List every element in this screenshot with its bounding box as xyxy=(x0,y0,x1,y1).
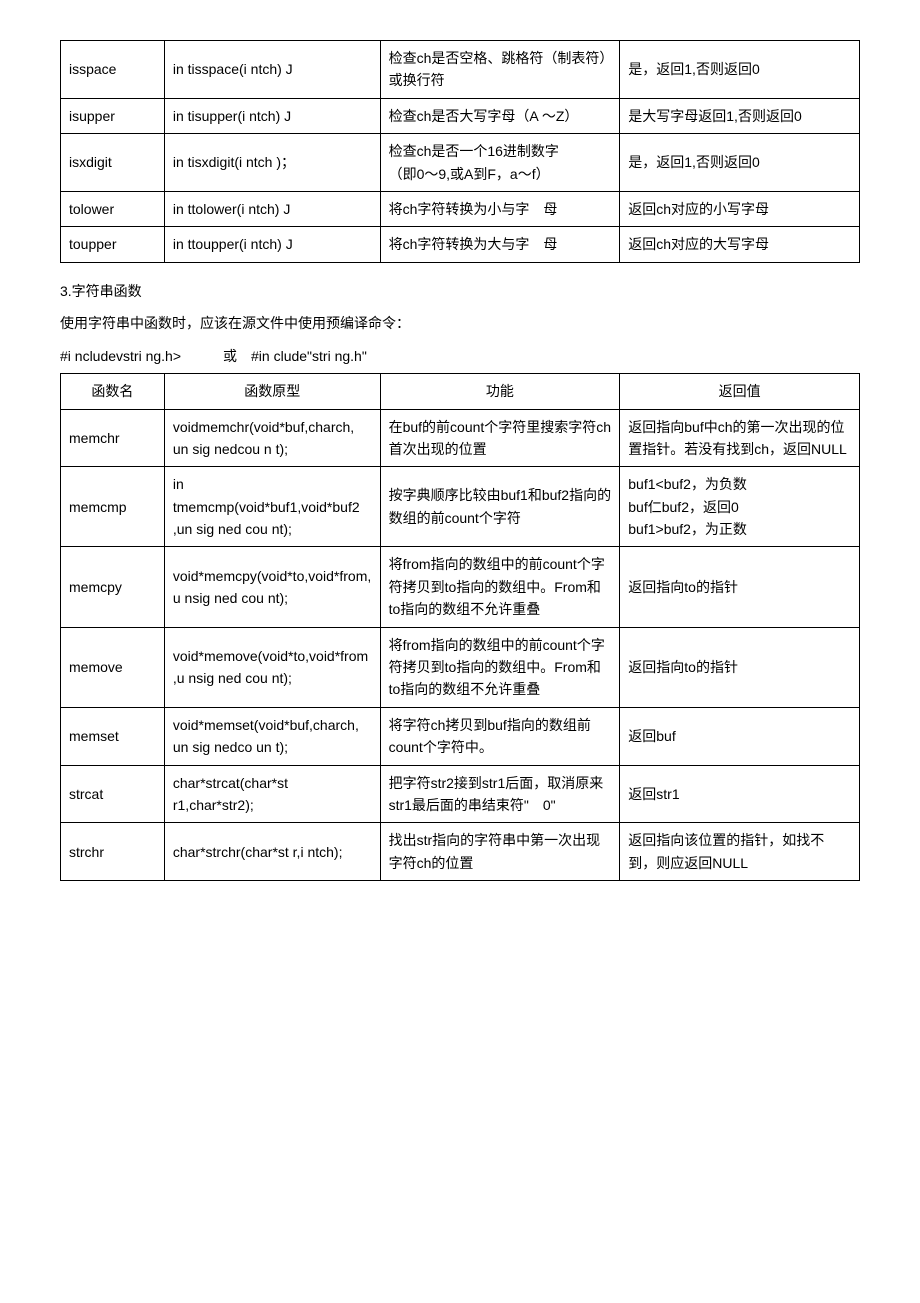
cell-proto: char*strchr(char*st r,i ntch); xyxy=(164,823,380,881)
string-functions-table: 函数名 函数原型 功能 返回值 memchrvoidmemchr(void*bu… xyxy=(60,373,860,881)
cell-proto: in ttoupper(i ntch) J xyxy=(164,227,380,262)
cell-name: tolower xyxy=(61,191,165,226)
cell-proto: in tmemcmp(void*buf1,void*buf2 ,un sig n… xyxy=(164,467,380,547)
cell-func: 将字符ch拷贝到buf指向的数组前count个字符中。 xyxy=(380,707,620,765)
cell-func: 检查ch是否大写字母（A ～Z） xyxy=(380,98,620,133)
cell-name: isspace xyxy=(61,41,165,99)
cell-ret: 是，返回1,否则返回0 xyxy=(620,41,860,99)
table-row: memcmpin tmemcmp(void*buf1,void*buf2 ,un… xyxy=(61,467,860,547)
cell-func: 将from指向的数组中的前count个字符拷贝到to指向的数组中。From和to… xyxy=(380,547,620,627)
cell-proto: in tisspace(i ntch) J xyxy=(164,41,380,99)
table-row: memcpyvoid*memcpy(void*to,void*from,u ns… xyxy=(61,547,860,627)
ctype-functions-table: isspacein tisspace(i ntch) J检查ch是否空格、跳格符… xyxy=(60,40,860,263)
cell-name: memcpy xyxy=(61,547,165,627)
cell-name: memchr xyxy=(61,409,165,467)
cell-func: 找出str指向的字符串中第一次出现字符ch的位置 xyxy=(380,823,620,881)
table-row: isxdigitin tisxdigit(i ntch )；检查ch是否一个16… xyxy=(61,134,860,192)
cell-func: 把字符str2接到str1后面，取消原来str1最后面的串结束符" 0" xyxy=(380,765,620,823)
cell-proto: char*strcat(char*st r1,char*str2); xyxy=(164,765,380,823)
cell-name: isxdigit xyxy=(61,134,165,192)
header-name: 函数名 xyxy=(61,374,165,409)
cell-name: isupper xyxy=(61,98,165,133)
table-row: strcatchar*strcat(char*st r1,char*str2);… xyxy=(61,765,860,823)
table-header-row: 函数名 函数原型 功能 返回值 xyxy=(61,374,860,409)
cell-ret: 返回ch对应的小写字母 xyxy=(620,191,860,226)
table-row: tolowerin ttolower(i ntch) J将ch字符转换为小与字 … xyxy=(61,191,860,226)
cell-ret: 返回指向to的指针 xyxy=(620,627,860,707)
cell-proto: in tisupper(i ntch) J xyxy=(164,98,380,133)
cell-ret: 返回buf xyxy=(620,707,860,765)
cell-func: 检查ch是否一个16进制数字（即0～9,或A到F，a～f） xyxy=(380,134,620,192)
cell-proto: void*memset(void*buf,charch, un sig nedc… xyxy=(164,707,380,765)
table-row: memsetvoid*memset(void*buf,charch, un si… xyxy=(61,707,860,765)
section-para-2: #i ncludevstri ng.h> 或 #in clude"stri ng… xyxy=(60,344,860,369)
cell-name: strchr xyxy=(61,823,165,881)
cell-func: 在buf的前count个字符里搜索字符ch首次出现的位置 xyxy=(380,409,620,467)
cell-proto: in tisxdigit(i ntch )； xyxy=(164,134,380,192)
cell-ret: 是大写字母返回1,否则返回0 xyxy=(620,98,860,133)
cell-func: 将ch字符转换为大与字 母 xyxy=(380,227,620,262)
cell-ret: 返回指向buf中ch的第一次出现的位置指针。若没有找到ch，返回NULL xyxy=(620,409,860,467)
table-row: toupperin ttoupper(i ntch) J将ch字符转换为大与字 … xyxy=(61,227,860,262)
cell-ret: 返回指向to的指针 xyxy=(620,547,860,627)
cell-func: 检查ch是否空格、跳格符（制表符）或换行符 xyxy=(380,41,620,99)
cell-proto: void*memcpy(void*to,void*from,u nsig ned… xyxy=(164,547,380,627)
table-row: isupperin tisupper(i ntch) J检查ch是否大写字母（A… xyxy=(61,98,860,133)
cell-ret: 返回指向该位置的指针，如找不到，则应返回NULL xyxy=(620,823,860,881)
cell-ret: 返回str1 xyxy=(620,765,860,823)
cell-name: memove xyxy=(61,627,165,707)
cell-ret: buf1<buf2，为负数buf仁buf2，返回0buf1>buf2，为正数 xyxy=(620,467,860,547)
cell-name: strcat xyxy=(61,765,165,823)
header-ret: 返回值 xyxy=(620,374,860,409)
cell-proto: in ttolower(i ntch) J xyxy=(164,191,380,226)
table-row: strchrchar*strchr(char*st r,i ntch);找出st… xyxy=(61,823,860,881)
cell-proto: voidmemchr(void*buf,charch, un sig nedco… xyxy=(164,409,380,467)
cell-ret: 是，返回1,否则返回0 xyxy=(620,134,860,192)
cell-func: 将ch字符转换为小与字 母 xyxy=(380,191,620,226)
cell-func: 将from指向的数组中的前count个字符拷贝到to指向的数组中。From和to… xyxy=(380,627,620,707)
cell-proto: void*memove(void*to,void*from,u nsig ned… xyxy=(164,627,380,707)
section-para-1: 使用字符串中函数时，应该在源文件中使用预编译命令： xyxy=(60,311,860,336)
cell-name: toupper xyxy=(61,227,165,262)
cell-name: memcmp xyxy=(61,467,165,547)
cell-func: 按字典顺序比较由buf1和buf2指向的数组的前count个字符 xyxy=(380,467,620,547)
table-row: isspacein tisspace(i ntch) J检查ch是否空格、跳格符… xyxy=(61,41,860,99)
section-title: 3.字符串函数 xyxy=(60,281,860,301)
table-row: memchrvoidmemchr(void*buf,charch, un sig… xyxy=(61,409,860,467)
cell-name: memset xyxy=(61,707,165,765)
header-proto: 函数原型 xyxy=(164,374,380,409)
table-row: memovevoid*memove(void*to,void*from,u ns… xyxy=(61,627,860,707)
cell-ret: 返回ch对应的大写字母 xyxy=(620,227,860,262)
header-func: 功能 xyxy=(380,374,620,409)
